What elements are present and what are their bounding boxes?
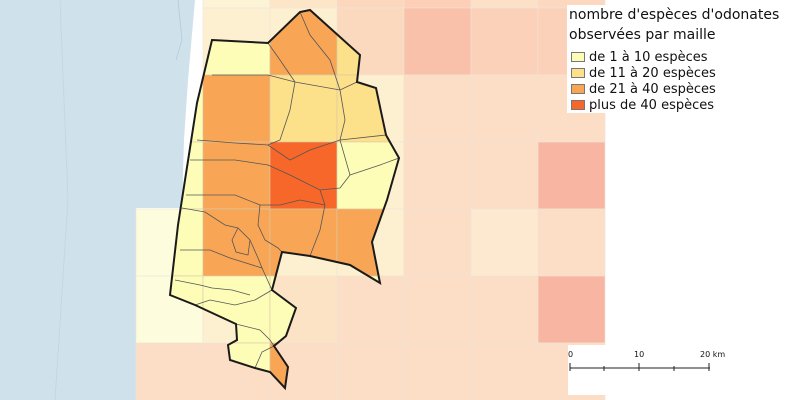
bathymetry-line (175, 0, 183, 61)
legend-title: nombre d'espèces d'odonates observées pa… (567, 5, 789, 45)
legend-item-label: plus de 40 espèces (589, 97, 715, 113)
grid-cell-study (202, 74, 271, 143)
legend-title-line2: observées par maille (569, 27, 716, 43)
legend-item: de 11 à 20 espèces (567, 65, 789, 81)
grid-cell (403, 208, 472, 277)
grid-cell (537, 275, 606, 344)
scale-bar: 0 10 20 km (568, 345, 790, 395)
legend-item-label: de 11 à 20 espèces (589, 65, 716, 81)
grid-cell-study (202, 141, 271, 210)
legend-title-line1: nombre d'espèces d'odonates (569, 7, 780, 23)
grid-cell-study (269, 74, 338, 143)
grid-cell (202, 0, 271, 9)
legend-item: de 1 à 10 espèces (567, 49, 789, 65)
grid-cell (470, 208, 539, 277)
grid-cell-study (269, 141, 338, 210)
grid-cell (403, 342, 472, 400)
grid-cell-study (202, 208, 271, 277)
grid-cell (470, 342, 539, 400)
grid-cell (403, 7, 472, 76)
legend-swatch (571, 84, 585, 94)
grid-cell (336, 342, 405, 400)
commune-boundaries (174, 11, 400, 369)
grid-cell (403, 74, 472, 143)
grid-cell (470, 0, 539, 9)
legend-item: de 21 à 40 espèces (567, 81, 789, 97)
scale-label-20: 20 km (700, 350, 726, 359)
grid-cell (135, 342, 204, 400)
grid-cell (403, 141, 472, 210)
grid-cell-study (336, 141, 399, 210)
legend-item-label: de 21 à 40 espèces (589, 81, 716, 97)
legend-item-label: de 1 à 10 espèces (589, 49, 708, 65)
scale-label-0: 0 (568, 350, 574, 359)
sea-area (0, 0, 195, 400)
grid-cell (470, 275, 539, 344)
grid-cell (470, 141, 539, 210)
legend-swatch (571, 52, 585, 62)
grid-cell (403, 275, 472, 344)
grid-cell (470, 74, 539, 143)
legend-swatch (571, 100, 585, 110)
grid-cell (537, 141, 606, 210)
legend-item: plus de 40 espèces (567, 97, 789, 113)
grid-cell (537, 208, 606, 277)
bathymetry-line (54, 0, 69, 400)
legend: nombre d'espèces d'odonates observées pa… (567, 5, 789, 113)
legend-swatch (571, 68, 585, 78)
scale-ruler (569, 363, 710, 371)
grid-cell (336, 0, 405, 9)
scale-label-10: 10 (634, 350, 645, 359)
grid-cell (470, 7, 539, 76)
grid-cell (336, 275, 405, 344)
grid-cell (269, 0, 338, 9)
grid-cell (403, 0, 472, 9)
